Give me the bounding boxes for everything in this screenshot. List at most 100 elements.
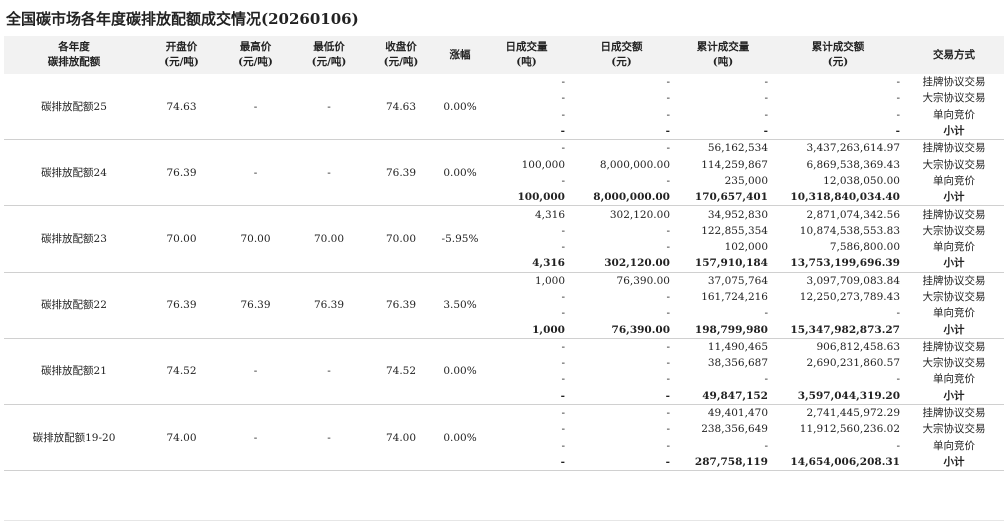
trade-method: 单向竞价: [933, 373, 975, 386]
table-row: 碳排放配额21 74.52- -74.52 0.00% - -11,490,465 906,…: [4, 338, 1004, 405]
volume-cell: -: [666, 357, 670, 370]
table-row: - - 38,356,687 2,690,231,860.57 大宗协议交易: [4, 355, 1004, 371]
volume-cell: -: [561, 108, 565, 121]
price-cell: 76.39: [366, 272, 436, 339]
header-text: 最高价: [239, 41, 272, 53]
volume-cell: 10,874,538,553.83: [799, 224, 900, 237]
volume-cell: -: [896, 76, 900, 89]
volume-cell: 11,490,465: [707, 340, 768, 353]
volume-cell: 238,356,649: [701, 423, 768, 436]
header-cell: 涨幅: [436, 36, 484, 74]
header-text: 累计成交额: [811, 41, 865, 53]
volume-cell: -: [561, 224, 565, 237]
table-row: - -49,847,152 3,597,044,319.20 小计: [4, 387, 1004, 405]
volume-cell: 1,000: [484, 321, 569, 339]
header-text: (元/吨): [383, 56, 419, 68]
allowance-name: 碳排放配额25: [4, 74, 144, 141]
volume-cell: -: [896, 92, 900, 105]
trade-method: 挂牌协议交易: [922, 208, 986, 221]
trade-method: 挂牌协议交易: [922, 340, 986, 353]
trade-method: 挂牌协议交易: [922, 142, 986, 155]
header-text: (元/吨): [238, 56, 273, 68]
header-text: (元/吨): [311, 56, 347, 68]
volume-cell: 56,162,534: [707, 142, 768, 155]
trade-method: 小计: [904, 387, 1004, 405]
table-row: - - - - 大宗协议交易: [4, 90, 1004, 106]
volume-cell: 11,912,560,236.02: [799, 423, 900, 436]
price-cell: -: [219, 74, 292, 141]
volume-cell: -: [666, 439, 670, 452]
trade-method: 大宗协议交易: [922, 158, 986, 171]
trade-method: 大宗协议交易: [922, 423, 986, 436]
table-row: 碳排放配额24 76.39- -76.39 0.00% - -56,162,534 3,43…: [4, 139, 1004, 207]
volume-cell: 14,654,006,208.31: [772, 453, 904, 472]
table-row: - - 161,724,216 12,250,273,789.43 大宗协议交易: [4, 289, 1004, 305]
price-cell: -: [219, 338, 292, 405]
volume-cell: -: [896, 373, 900, 386]
volume-cell: -: [561, 407, 565, 420]
allowance-name: 碳排放配额24: [4, 139, 144, 207]
trade-method: 大宗协议交易: [922, 92, 986, 105]
table-row: - - 238,356,649 11,912,560,236.02 大宗协议交易: [4, 421, 1004, 437]
price-cell: 0.00%: [436, 338, 484, 405]
trade-method: 小计: [904, 255, 1004, 273]
volume-cell: 6,869,538,369.43: [806, 158, 900, 171]
volume-cell: 114,259,867: [701, 158, 768, 171]
allowance-name: 碳排放配额22: [4, 272, 144, 339]
price-cell: 74.52: [144, 338, 219, 405]
volume-cell: -: [569, 387, 674, 405]
volume-cell: 161,724,216: [701, 291, 768, 303]
trade-method: 大宗协议交易: [922, 224, 986, 237]
trade-method: 单向竞价: [933, 241, 975, 254]
header-text: (吨): [712, 56, 734, 68]
header-text: 日成交量: [505, 41, 548, 53]
table-row: - - - - 单向竞价: [4, 371, 1004, 387]
volume-cell: -: [569, 122, 674, 141]
volume-cell: 100,000: [521, 158, 565, 171]
volume-cell: -: [666, 241, 670, 254]
volume-cell: 170,657,401: [674, 189, 772, 207]
trade-method: 单向竞价: [933, 108, 975, 121]
volume-cell: 157,910,184: [674, 255, 772, 273]
volume-cell: -: [569, 453, 674, 472]
header-row: 各年度 碳排放配额 开盘价 (元/吨) 最高价 (元/吨) 最低价 (元/吨) 收盘价 (元/吨)…: [4, 36, 1004, 74]
volume-cell: 906,812,458.63: [816, 340, 901, 353]
volume-cell: 3,097,709,083.84: [806, 274, 900, 287]
volume-cell: -: [484, 453, 569, 472]
table-row: - - 235,000 12,038,050.00 单向竞价: [4, 173, 1004, 189]
volume-cell: -: [764, 373, 768, 386]
volume-cell: -: [666, 423, 670, 436]
volume-cell: -: [561, 423, 565, 436]
price-cell: 3.50%: [436, 272, 484, 339]
volume-cell: -: [666, 142, 670, 155]
header-text: 最低价: [313, 41, 345, 53]
header-cell: 最低价 (元/吨): [292, 36, 366, 74]
volume-cell: 4,316: [484, 255, 569, 273]
volume-cell: -: [561, 357, 565, 370]
header-text: (吨): [516, 56, 537, 68]
price-cell: 76.39: [219, 272, 292, 339]
volume-cell: 8,000,000.00: [569, 189, 674, 207]
header-cell: 日成交额 (元): [569, 36, 674, 74]
volume-cell: -: [561, 307, 565, 320]
volume-cell: 122,855,354: [701, 224, 768, 237]
price-cell: -: [292, 338, 366, 405]
volume-cell: 102,000: [724, 241, 768, 254]
price-cell: 76.39: [144, 139, 219, 207]
trade-method: 挂牌协议交易: [922, 407, 986, 420]
header-text: 日成交额: [600, 41, 643, 53]
volume-cell: -: [484, 122, 569, 141]
header-cell: 累计成交量 (吨): [674, 36, 772, 74]
allowance-name: 碳排放配额21: [4, 338, 144, 405]
volume-cell: 7,586,800.00: [829, 241, 900, 254]
table-row: - - 122,855,354 10,874,538,553.83 大宗协议交易: [4, 223, 1004, 239]
trading-table: 各年度 碳排放配额 开盘价 (元/吨) 最高价 (元/吨) 最低价 (元/吨) 收盘价 (元/吨)…: [4, 36, 1004, 472]
trade-method: 挂牌协议交易: [922, 274, 986, 287]
trade-method: 单向竞价: [933, 439, 975, 452]
volume-cell: -: [896, 108, 900, 121]
price-cell: -: [219, 404, 292, 472]
table-body: 碳排放配额25 74.63- -74.63 0.00% - - - - 挂牌协议交易 - - - - 大宗…: [4, 74, 1004, 472]
trade-method: 小计: [904, 453, 1004, 472]
volume-cell: 76,390.00: [616, 274, 670, 287]
